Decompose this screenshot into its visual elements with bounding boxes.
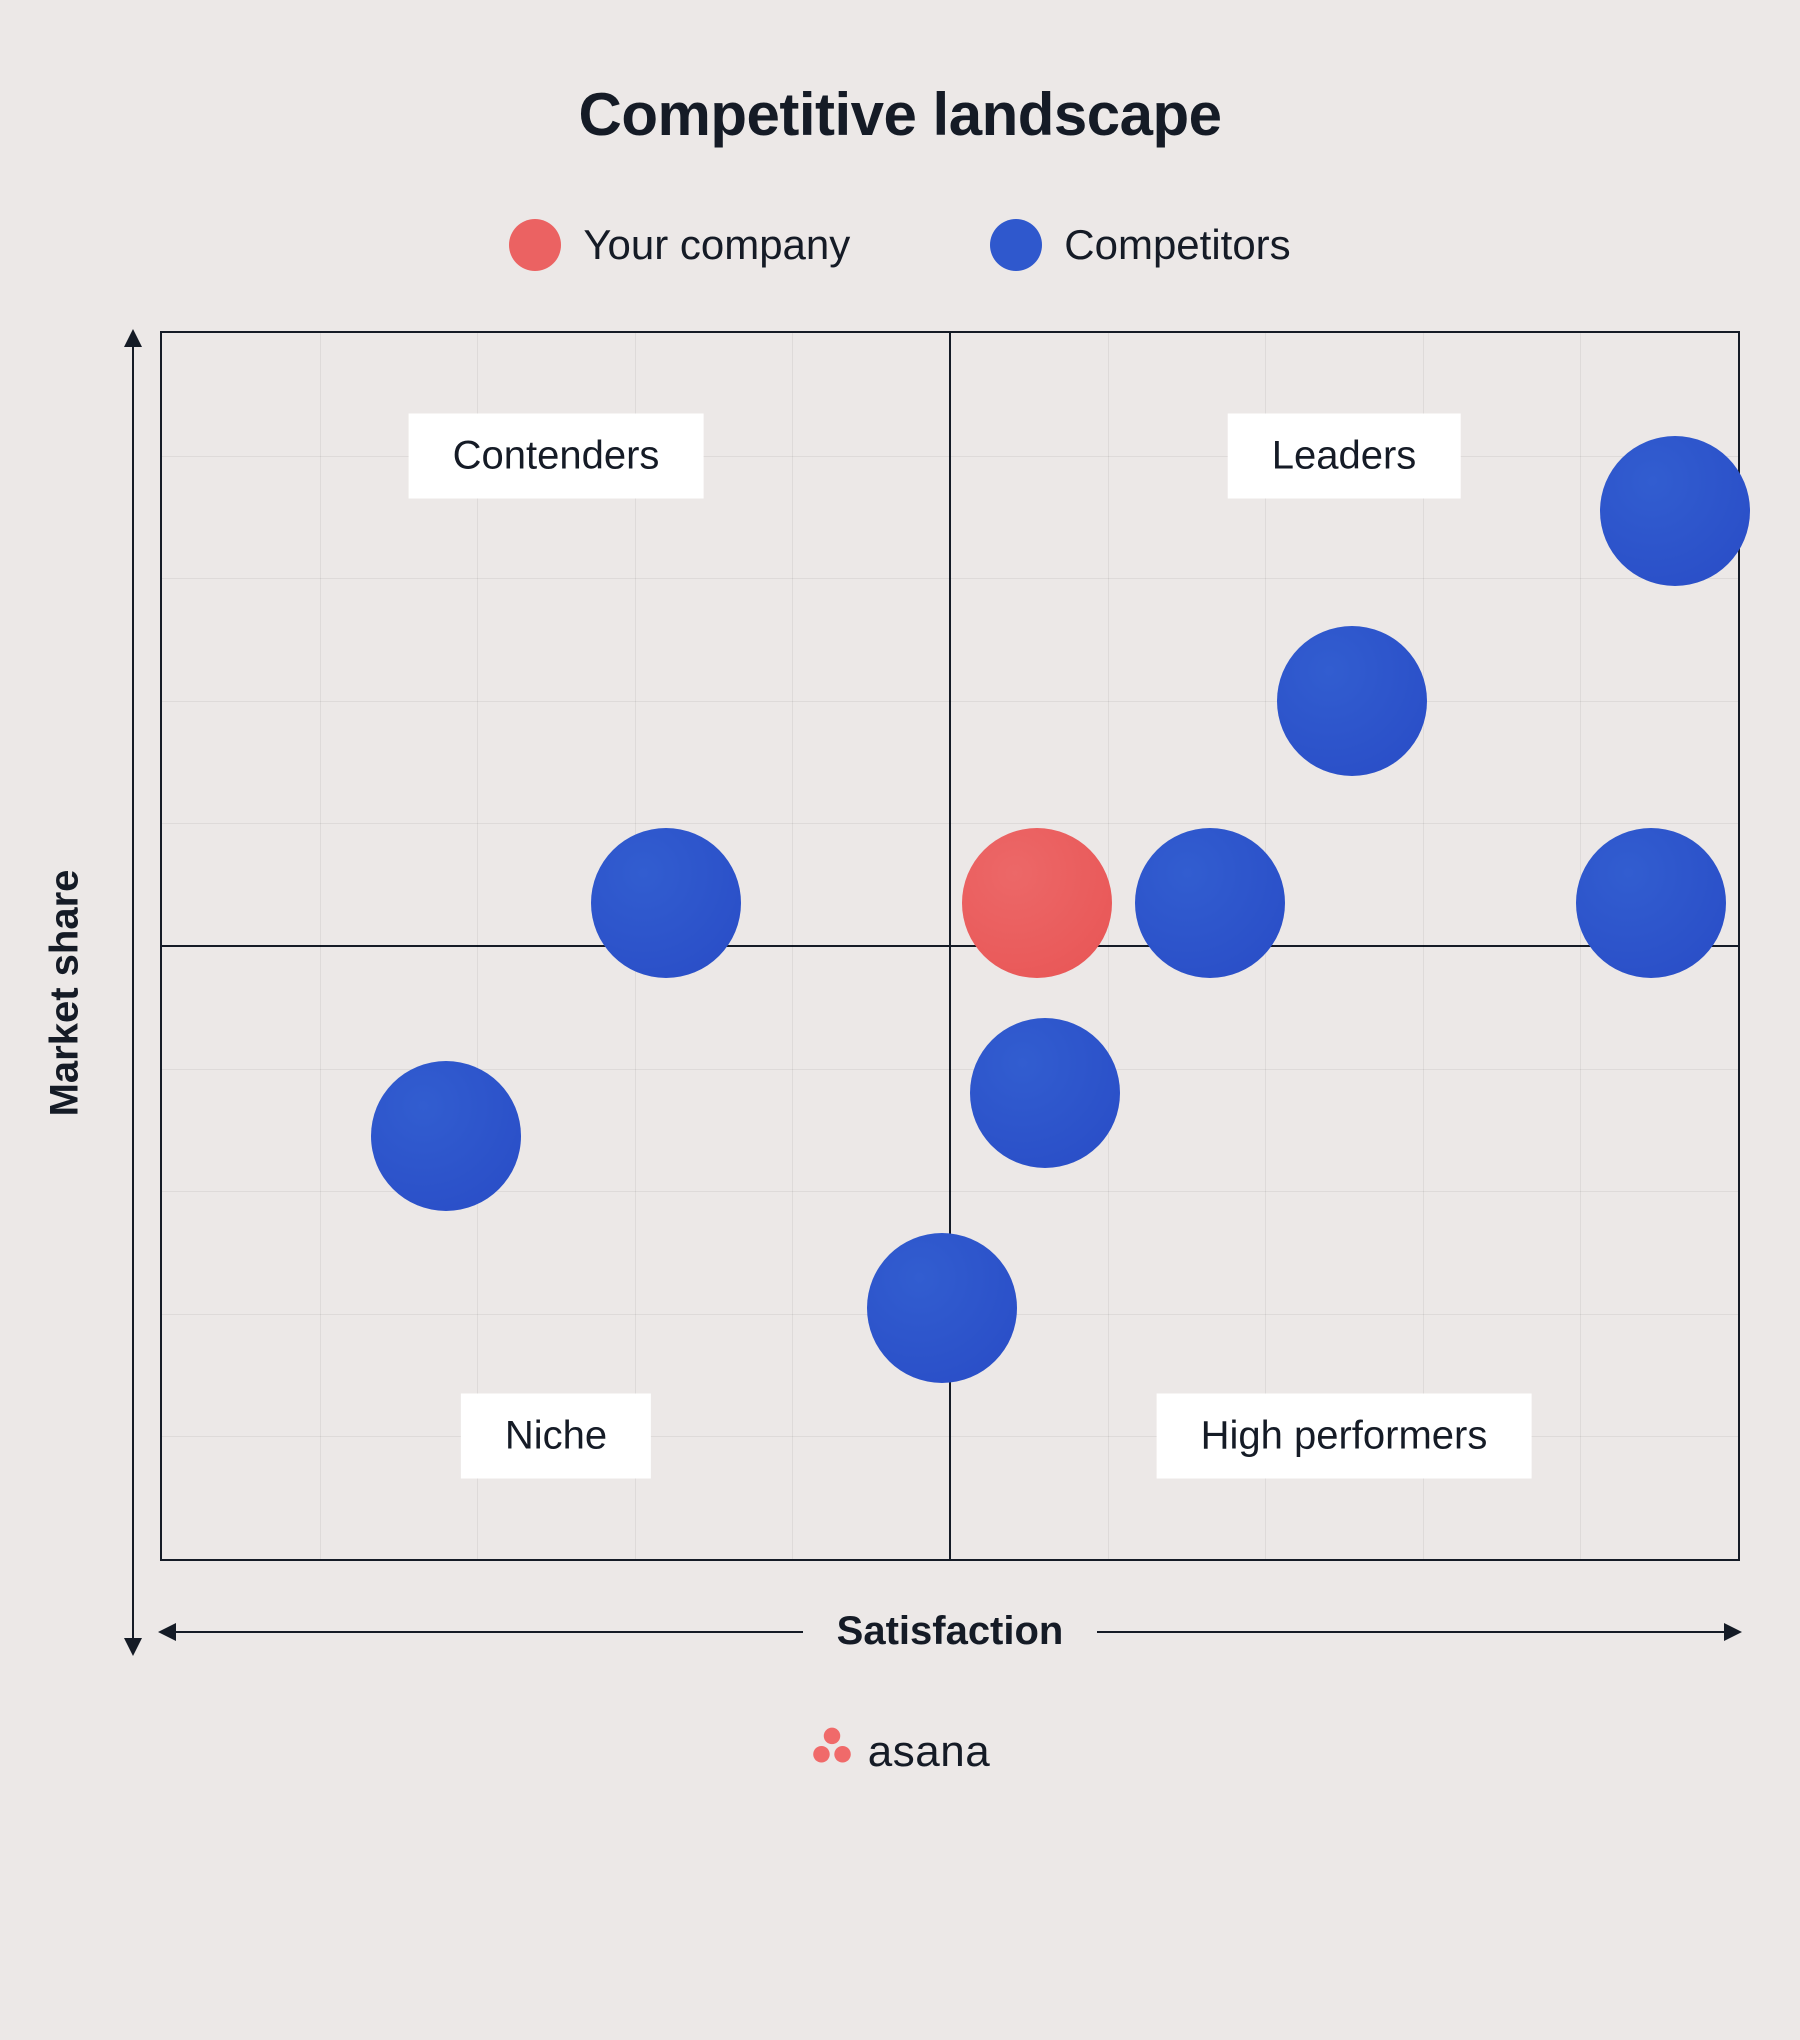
gridline-vertical	[1580, 333, 1581, 1559]
quadrant-label-top-left: Contenders	[409, 413, 704, 498]
asana-icon	[810, 1724, 854, 1779]
dot-competitor	[1600, 436, 1750, 586]
legend-label-your-company: Your company	[583, 221, 850, 269]
y-axis-arrow	[132, 331, 134, 1654]
dot-competitor	[970, 1018, 1120, 1168]
gridline-vertical	[477, 333, 478, 1559]
brand-name: asana	[868, 1727, 990, 1777]
gridline-horizontal	[162, 701, 1738, 702]
chart: Market share ContendersLeadersNicheHigh …	[160, 331, 1740, 1654]
x-axis: Satisfaction	[160, 1609, 1740, 1654]
x-axis-label: Satisfaction	[803, 1609, 1098, 1654]
legend-item-competitors: Competitors	[990, 219, 1290, 271]
legend-dot-your-company	[509, 219, 561, 271]
dot-competitor	[591, 828, 741, 978]
dot-competitor	[867, 1233, 1017, 1383]
legend-dot-competitors	[990, 219, 1042, 271]
dot-competitor	[1135, 828, 1285, 978]
page-title: Competitive landscape	[578, 80, 1221, 149]
gridline-horizontal	[162, 1069, 1738, 1070]
gridline-horizontal	[162, 578, 1738, 579]
dot-competitor	[371, 1061, 521, 1211]
dot-competitor	[1576, 828, 1726, 978]
quadrant-label-top-right: Leaders	[1228, 413, 1461, 498]
axis-horizontal-mid	[162, 945, 1738, 947]
legend-label-competitors: Competitors	[1064, 221, 1290, 269]
plot-area: Contenders Leaders Niche High performers	[160, 331, 1740, 1561]
gridline-vertical	[1108, 333, 1109, 1559]
dot-your-company	[962, 828, 1112, 978]
brand-logo: asana	[810, 1724, 990, 1779]
legend-item-your-company: Your company	[509, 219, 850, 271]
y-axis-label: Market share	[43, 869, 88, 1116]
gridline-horizontal	[162, 823, 1738, 824]
quadrant-label-bottom-right: High performers	[1157, 1394, 1532, 1479]
dot-competitor	[1277, 626, 1427, 776]
gridline-horizontal	[162, 456, 1738, 457]
gridline-vertical	[792, 333, 793, 1559]
gridline-vertical	[1423, 333, 1424, 1559]
legend: Your company Competitors	[509, 219, 1290, 271]
gridline-vertical	[320, 333, 321, 1559]
quadrant-label-bottom-left: Niche	[461, 1394, 651, 1479]
